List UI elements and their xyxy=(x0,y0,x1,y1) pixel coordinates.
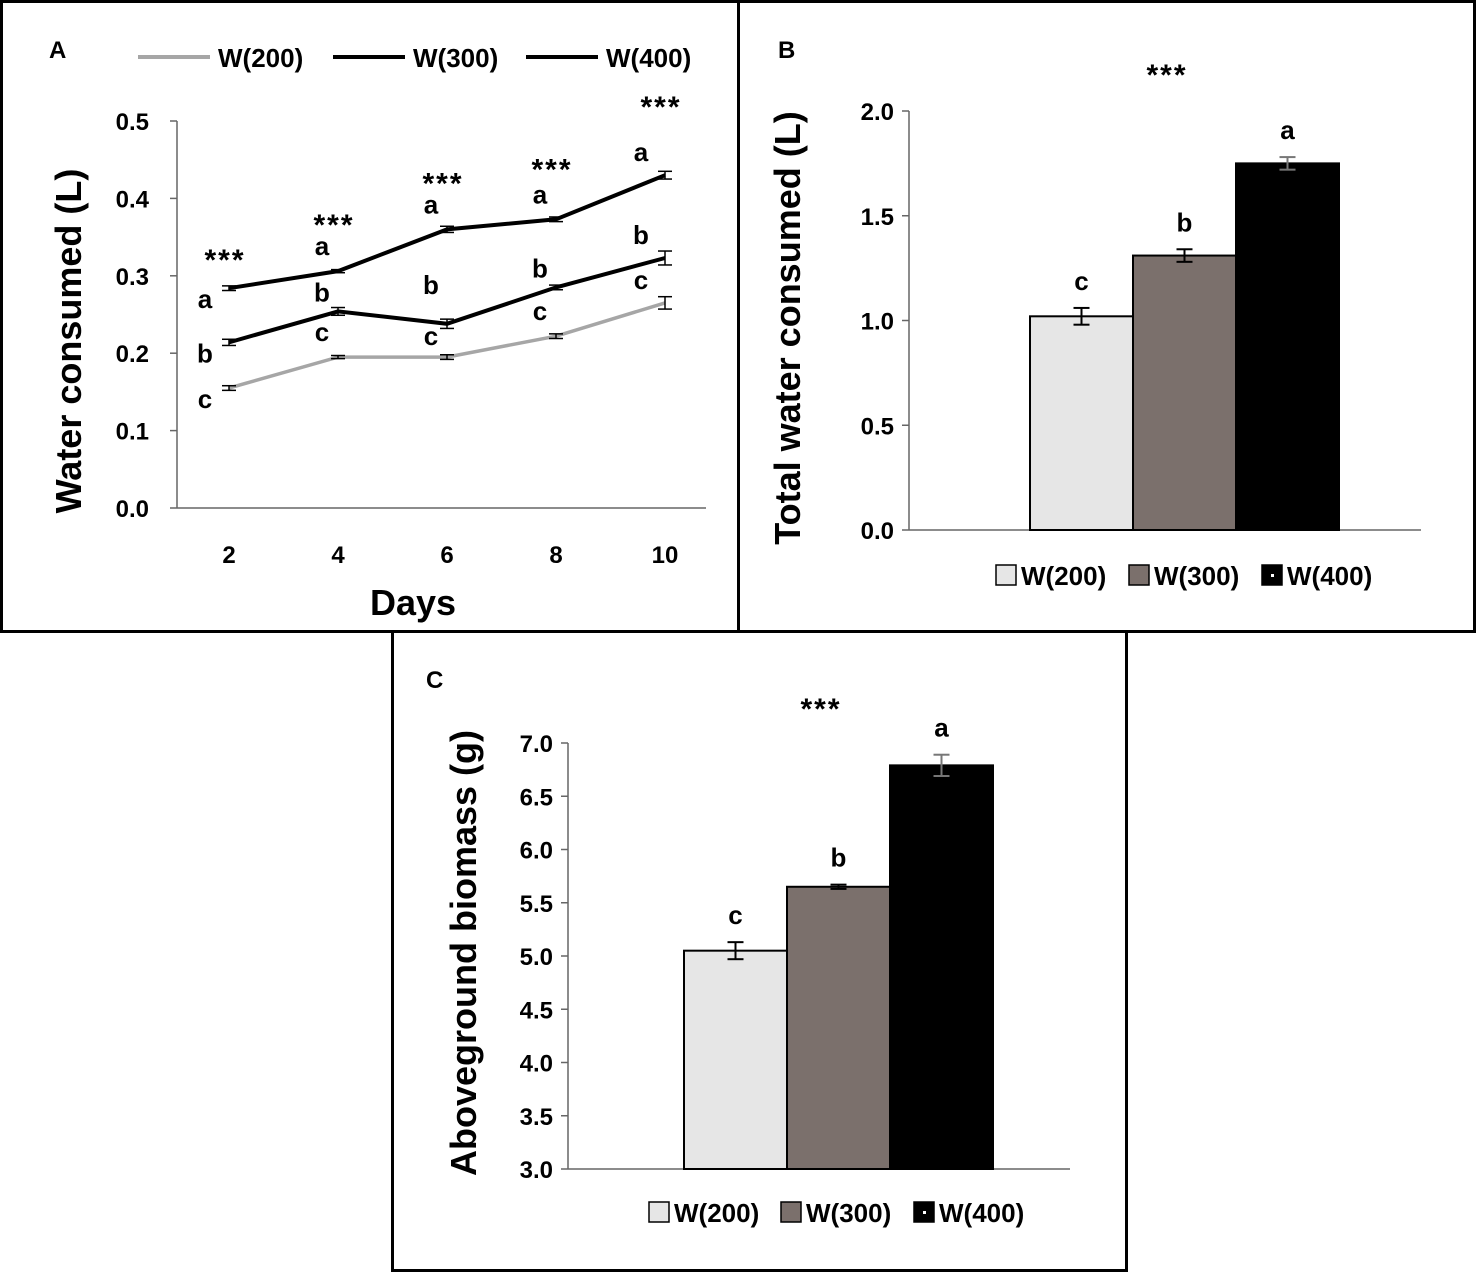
panel-b: B 0.0 0.5 1.0 1.5 2.0 Total water consumed (L)… xyxy=(737,0,1476,633)
x-tick-label-a: 6 xyxy=(440,542,453,569)
y-tick-label-b: 0.5 xyxy=(861,413,894,440)
legend-label-c-0: W(200) xyxy=(674,1198,759,1228)
sig-letter-b: b xyxy=(1177,207,1193,237)
significance-stars-b: *** xyxy=(1146,59,1187,92)
y-tick-label-c: 7.0 xyxy=(520,731,553,758)
sig-letter-a: b xyxy=(314,277,330,307)
sig-letter-a: a xyxy=(533,179,548,209)
significance-stars-a: *** xyxy=(204,244,245,277)
x-tick-label-a: 4 xyxy=(331,542,345,569)
sig-letter-a: a xyxy=(634,137,649,167)
sig-letter-a: b xyxy=(532,253,548,283)
legend-label-a-0: W(200) xyxy=(218,43,303,73)
sig-letter-a: b xyxy=(633,220,649,250)
sig-letter-a: b xyxy=(197,338,213,368)
significance-stars-a: *** xyxy=(640,91,681,124)
y-tick-label-c: 6.5 xyxy=(520,784,553,811)
significance-stars-a: *** xyxy=(422,167,463,200)
bar-c-2 xyxy=(889,764,994,1171)
sig-letter-c: b xyxy=(831,843,847,873)
sig-letter-a: c xyxy=(424,321,438,351)
legend-swatch-dot xyxy=(1271,574,1274,577)
legend-label-c-2: W(400) xyxy=(939,1198,1024,1228)
bar-b-1 xyxy=(1132,254,1237,531)
sig-letter-c: a xyxy=(934,713,949,743)
y-tick-label-a: 0.1 xyxy=(116,419,149,446)
panel-label-a: A xyxy=(49,37,66,64)
y-tick-label-b: 1.0 xyxy=(861,309,894,336)
y-tick-label-c: 4.5 xyxy=(520,997,553,1024)
legend-label-c-1: W(300) xyxy=(806,1198,891,1228)
y-tick-label-b: 1.5 xyxy=(861,204,894,231)
water-consumed-line-chart: A W(200) W(300) W(400) 0.0 0.1 0.2 0.3 0.4 0.5 2 4 6… xyxy=(48,37,706,623)
y-tick-label-a: 0.5 xyxy=(116,109,149,136)
sig-letter-a: a xyxy=(315,231,330,261)
sig-letter-a: a xyxy=(198,284,213,314)
y-tick-label-a: 0.4 xyxy=(116,186,150,213)
legend-label-a-1: W(300) xyxy=(413,43,498,73)
sig-letter-c: c xyxy=(728,900,742,930)
significance-stars-a: *** xyxy=(531,153,572,186)
biomass-bar-chart: C 3.0 3.5 4.0 4.5 5.0 5.5 6.0 6.5 7.0 Aboveground … xyxy=(426,667,1070,1228)
x-tick-label-a: 10 xyxy=(652,542,679,569)
bar-c-1 xyxy=(786,885,891,1170)
legend-swatch-b-1 xyxy=(1128,564,1150,586)
x-tick-label-a: 2 xyxy=(222,542,235,569)
legend-label-b-0: W(200) xyxy=(1021,561,1106,591)
sig-letter-a: b xyxy=(423,270,439,300)
panel-a: A W(200) W(300) W(400) 0.0 0.1 0.2 0.3 0.4 0.5 2 4 6… xyxy=(0,0,740,633)
total-water-bar-chart: B 0.0 0.5 1.0 1.5 2.0 Total water consumed (L)… xyxy=(767,37,1421,591)
sig-letter-a: c xyxy=(533,296,547,326)
y-tick-label-c: 6.0 xyxy=(520,838,553,865)
x-axis-title-a: Days xyxy=(370,582,456,623)
sig-letter-a: c xyxy=(634,265,648,295)
series-line-a-1 xyxy=(228,256,666,345)
panel-label-c: C xyxy=(426,667,443,694)
y-tick-label-c: 3.5 xyxy=(520,1104,553,1131)
sig-letter-a: a xyxy=(424,189,439,219)
legend-swatch-c-1 xyxy=(780,1201,802,1223)
y-tick-label-c: 3.0 xyxy=(520,1157,553,1184)
bar-b-0 xyxy=(1029,315,1134,531)
legend-swatch-dot xyxy=(923,1211,926,1214)
panel-c: C 3.0 3.5 4.0 4.5 5.0 5.5 6.0 6.5 7.0 Aboveground … xyxy=(391,630,1128,1272)
legend-label-b-2: W(400) xyxy=(1287,561,1372,591)
legend-label-b-1: W(300) xyxy=(1154,561,1239,591)
sig-letter-b: c xyxy=(1074,266,1088,296)
y-tick-label-a: 0.2 xyxy=(116,341,149,368)
y-axis-title-b: Total water consumed (L) xyxy=(767,111,808,544)
significance-stars-a: *** xyxy=(313,209,354,242)
sig-letter-a: c xyxy=(198,384,212,414)
series-line-a-0 xyxy=(228,301,666,390)
sig-letter-a: c xyxy=(315,317,329,347)
y-tick-label-c: 5.5 xyxy=(520,891,553,918)
y-tick-label-a: 0.0 xyxy=(116,496,149,523)
x-tick-label-a: 8 xyxy=(549,542,562,569)
y-tick-label-c: 4.0 xyxy=(520,1051,553,1078)
y-tick-label-c: 5.0 xyxy=(520,944,553,971)
panel-label-b: B xyxy=(778,37,795,64)
significance-stars-c: *** xyxy=(800,693,841,726)
y-axis-title-a: Water consumed (L) xyxy=(48,169,89,514)
sig-letter-b: a xyxy=(1280,115,1295,145)
bar-b-2 xyxy=(1235,162,1340,531)
bar-c-0 xyxy=(683,949,788,1170)
y-axis-title-c: Aboveground biomass (g) xyxy=(443,730,484,1176)
legend-label-a-2: W(400) xyxy=(606,43,691,73)
y-tick-label-b: 2.0 xyxy=(861,99,894,126)
y-tick-label-b: 0.0 xyxy=(861,518,894,545)
legend-swatch-b-0 xyxy=(995,564,1017,586)
y-tick-label-a: 0.3 xyxy=(116,264,149,291)
legend-swatch-c-0 xyxy=(648,1201,670,1223)
